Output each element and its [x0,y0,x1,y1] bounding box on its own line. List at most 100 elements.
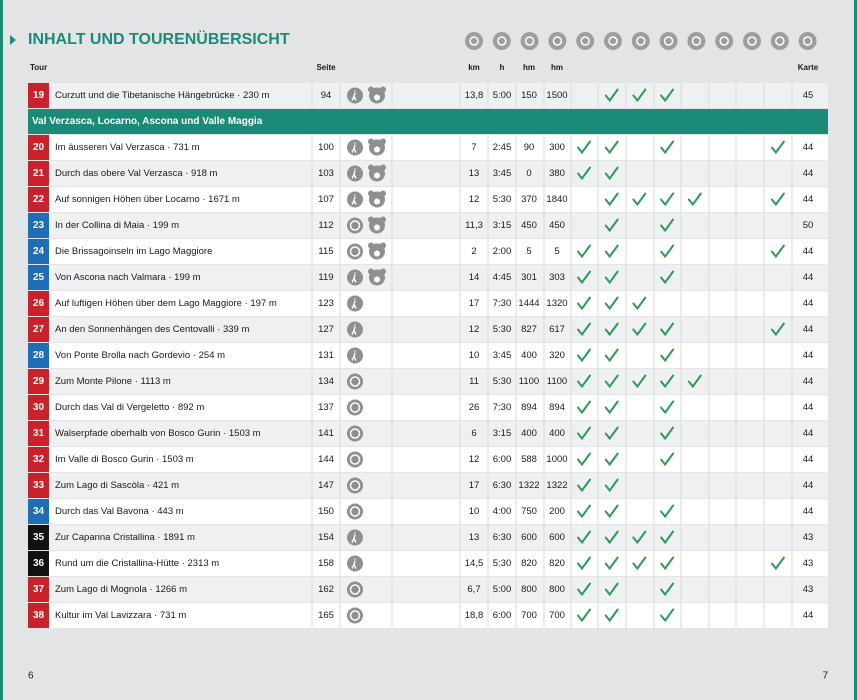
legend-icon [548,32,567,50]
tour-number-box [28,291,49,316]
check-mark [770,192,785,207]
cell-map: 44 [803,428,814,439]
check-mark [577,608,591,623]
check-mark [604,140,619,155]
circle-icon-detail [349,506,361,517]
tour-name: Auf luftigen Höhen über dem Lago Maggior… [55,298,277,309]
check-mark [577,504,591,519]
cell-up: 800 [521,584,537,595]
check-mark [660,218,675,233]
column-header: Karte [798,63,819,72]
page-ref: 141 [318,428,334,439]
check-mark [660,244,675,259]
cell-down: 400 [549,428,565,439]
walker-icon [347,347,363,364]
bear-snout [374,94,380,101]
cell-h: 7:30 [493,298,512,309]
tour-name: Durch das obere Val Verzasca · 918 m [55,168,218,179]
legend-icon [687,32,706,50]
legend-icon [798,32,817,50]
legend-icon [659,32,678,50]
cell-h: 2:45 [493,142,512,153]
cell-h: 5:30 [493,376,512,387]
tour-number-box [28,603,49,628]
cell-up: 450 [521,220,537,231]
cell-down: 303 [549,272,565,283]
cell-h: 6:00 [493,610,512,621]
column-header: hm [551,63,563,72]
page-ref: 127 [318,324,334,335]
tour-number-box [28,239,49,264]
check-mark [577,322,591,337]
tour-number: 30 [33,402,45,413]
page-ref: 94 [321,90,332,101]
tour-number-box [28,499,49,524]
check-mark [687,374,702,389]
legend-icon [715,32,734,50]
legend-icon-detail [747,36,757,46]
table-row [28,473,828,498]
tour-number-box [28,83,49,108]
cell-down: 800 [549,584,565,595]
bear-snout [374,198,380,205]
check-mark [632,556,647,571]
cell-km: 13 [469,532,480,543]
table-row [28,213,828,238]
cell-km: 6,7 [467,584,480,595]
legend-icon-detail [469,36,479,46]
cell-up: 150 [521,90,537,101]
bear-snout [374,146,380,153]
check-mark [577,426,591,441]
cell-map: 44 [803,298,814,309]
tour-number: 34 [33,506,45,517]
check-mark [660,192,675,207]
cell-up: 400 [521,428,537,439]
check-mark [604,478,619,493]
circle-icon [347,477,363,494]
tour-name: Zur Capanna Cristallina · 1891 m [55,532,195,543]
check-mark [632,192,647,207]
check-mark [632,88,647,103]
page-ref: 107 [318,194,334,205]
page-number: 6 [28,671,34,682]
cell-map: 44 [803,480,814,491]
check-mark [577,556,591,571]
walker-figure [351,90,357,101]
tour-number-box [28,343,49,368]
cell-km: 12 [469,454,480,465]
cell-map: 44 [803,376,814,387]
cell-map: 44 [803,350,814,361]
cell-down: 894 [549,402,565,413]
tour-number-box [28,213,49,238]
page-ref: 123 [318,298,334,309]
tour-number-box [28,447,49,472]
cell-down: 300 [549,142,565,153]
cell-km: 12 [469,324,480,335]
tour-number: 35 [33,532,45,543]
walker-figure [351,324,357,335]
circle-icon [347,607,363,624]
tour-name: Im Valle di Bosco Gurin · 1503 m [55,454,194,465]
legend-icon-detail [775,36,785,46]
walker-figure [351,272,357,283]
cell-h: 2:00 [493,246,512,257]
table-row [28,187,828,212]
legend-icon-detail [524,36,535,46]
circle-icon-detail [349,246,361,257]
cell-h: 5:00 [493,90,512,101]
tour-name: Durch das Val Bavona · 443 m [55,506,184,517]
page-ref: 131 [318,350,334,361]
cell-h: 5:00 [493,584,512,595]
cell-km: 10 [469,506,480,517]
tour-name: An den Sonnenhängen des Centovalli · 339… [55,324,249,335]
walker-icon [347,139,363,156]
table-row [28,161,828,186]
cell-km: 17 [469,480,480,491]
column-header: Seite [316,63,336,72]
page-ref: 103 [318,168,334,179]
check-mark [577,244,591,259]
tour-number-box [28,551,49,576]
check-mark [577,270,591,285]
cell-map: 44 [803,246,814,257]
tour-name: Zum Lago di Sascòla · 421 m [55,480,179,491]
